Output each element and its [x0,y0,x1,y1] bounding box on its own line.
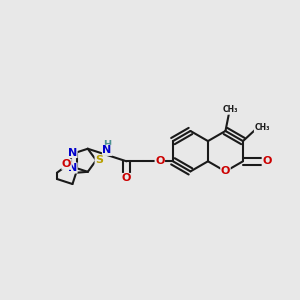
Text: N: N [68,163,77,173]
Text: CH₃: CH₃ [254,123,270,132]
Text: O: O [262,156,272,166]
Text: O: O [221,167,230,176]
Text: O: O [155,156,164,166]
Text: H: H [103,140,111,150]
Text: S: S [95,155,103,165]
Text: CH₃: CH₃ [223,105,238,114]
Text: N: N [68,148,77,158]
Text: O: O [62,159,71,169]
Text: N: N [103,146,112,155]
Text: O: O [122,173,131,184]
